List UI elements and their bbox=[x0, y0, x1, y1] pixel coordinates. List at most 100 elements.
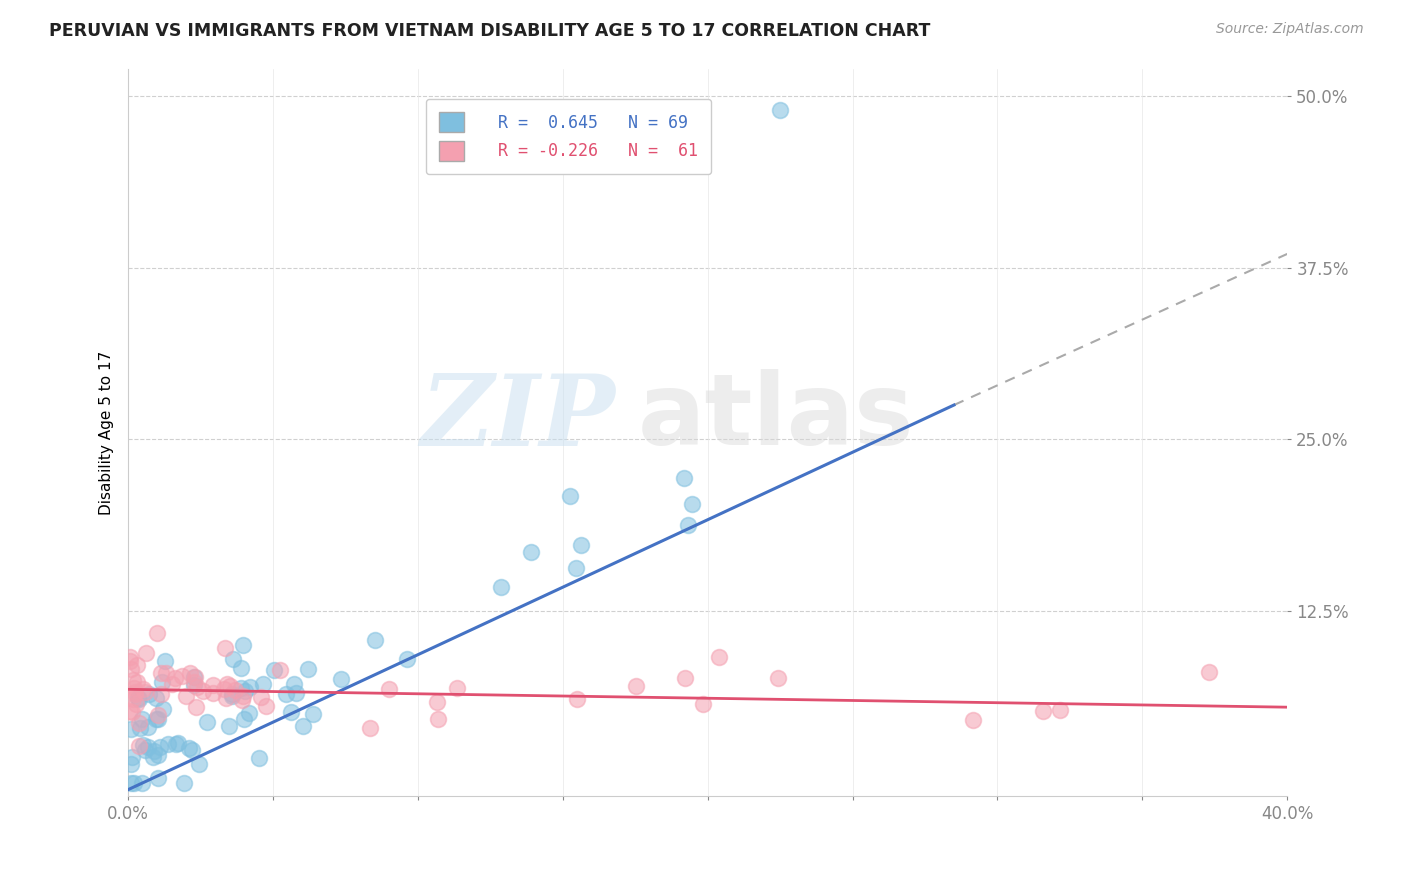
Point bbox=[150, 687, 173, 701]
Point bbox=[675, 671, 697, 685]
Point bbox=[180, 743, 202, 757]
Point bbox=[146, 625, 169, 640]
Point bbox=[163, 671, 186, 685]
Point bbox=[201, 678, 224, 692]
Point bbox=[263, 663, 285, 677]
Point bbox=[148, 747, 170, 762]
Point bbox=[127, 691, 149, 706]
Point bbox=[231, 692, 253, 706]
Point bbox=[120, 756, 142, 771]
Point bbox=[136, 739, 159, 754]
Point bbox=[138, 688, 160, 702]
Point bbox=[132, 738, 155, 752]
Point bbox=[962, 713, 984, 727]
Point bbox=[122, 673, 145, 687]
Point bbox=[195, 715, 218, 730]
Point bbox=[297, 662, 319, 676]
Point bbox=[364, 632, 387, 647]
Point bbox=[558, 489, 581, 503]
Point bbox=[135, 646, 157, 660]
Point bbox=[188, 756, 211, 771]
Point bbox=[124, 685, 146, 699]
Point bbox=[709, 650, 731, 665]
Point bbox=[280, 705, 302, 719]
Point bbox=[148, 771, 170, 785]
Point bbox=[218, 679, 240, 693]
Point bbox=[143, 744, 166, 758]
Point bbox=[125, 658, 148, 673]
Point bbox=[153, 654, 176, 668]
Text: ZIP: ZIP bbox=[420, 369, 614, 467]
Point bbox=[229, 681, 252, 695]
Point bbox=[124, 687, 146, 701]
Point bbox=[134, 685, 156, 699]
Point bbox=[254, 699, 277, 714]
Point bbox=[121, 705, 143, 719]
Point bbox=[214, 640, 236, 655]
Point bbox=[766, 671, 789, 685]
Point bbox=[150, 674, 173, 689]
Point bbox=[1198, 665, 1220, 680]
Point bbox=[170, 668, 193, 682]
Text: PERUVIAN VS IMMIGRANTS FROM VIETNAM DISABILITY AGE 5 TO 17 CORRELATION CHART: PERUVIAN VS IMMIGRANTS FROM VIETNAM DISA… bbox=[49, 22, 931, 40]
Point bbox=[155, 666, 177, 681]
Point bbox=[231, 661, 253, 675]
Point bbox=[165, 737, 187, 751]
Point bbox=[146, 712, 169, 726]
Point bbox=[233, 684, 256, 698]
Point bbox=[138, 720, 160, 734]
Point bbox=[174, 690, 197, 704]
Y-axis label: Disability Age 5 to 17: Disability Age 5 to 17 bbox=[100, 351, 114, 515]
Point bbox=[118, 654, 141, 668]
Point bbox=[239, 680, 262, 694]
Point bbox=[184, 700, 207, 714]
Point bbox=[183, 674, 205, 689]
Point bbox=[682, 497, 704, 511]
Text: atlas: atlas bbox=[638, 369, 915, 467]
Point bbox=[269, 664, 291, 678]
Point bbox=[149, 740, 172, 755]
Point bbox=[678, 518, 700, 533]
Point bbox=[221, 687, 243, 701]
Text: Source: ZipAtlas.com: Source: ZipAtlas.com bbox=[1216, 22, 1364, 37]
Point bbox=[132, 681, 155, 696]
Point bbox=[150, 665, 173, 680]
Point bbox=[215, 677, 238, 691]
Point bbox=[121, 750, 143, 764]
Point bbox=[128, 692, 150, 706]
Point bbox=[183, 678, 205, 692]
Point bbox=[128, 715, 150, 730]
Point bbox=[177, 741, 200, 756]
Point bbox=[122, 681, 145, 695]
Point bbox=[283, 677, 305, 691]
Point bbox=[184, 670, 207, 684]
Point bbox=[218, 719, 240, 733]
Point bbox=[125, 698, 148, 712]
Point bbox=[222, 652, 245, 666]
Point bbox=[120, 662, 142, 676]
Point bbox=[146, 708, 169, 723]
Point bbox=[131, 775, 153, 789]
Point bbox=[1032, 704, 1054, 718]
Point bbox=[186, 680, 208, 694]
Point bbox=[1049, 703, 1071, 717]
Point bbox=[378, 681, 401, 696]
Point bbox=[121, 775, 143, 789]
Point bbox=[166, 736, 188, 750]
Point bbox=[565, 691, 588, 706]
Point bbox=[118, 649, 141, 664]
Point bbox=[160, 677, 183, 691]
Point bbox=[157, 737, 180, 751]
Point bbox=[396, 651, 419, 665]
Point bbox=[124, 775, 146, 789]
Point bbox=[426, 695, 449, 709]
Point bbox=[120, 722, 142, 736]
Point bbox=[519, 545, 541, 559]
Point bbox=[128, 739, 150, 754]
Point bbox=[769, 103, 792, 117]
Point bbox=[624, 679, 647, 693]
Point bbox=[142, 749, 165, 764]
Point bbox=[232, 712, 254, 726]
Point bbox=[121, 692, 143, 706]
Point bbox=[131, 712, 153, 726]
